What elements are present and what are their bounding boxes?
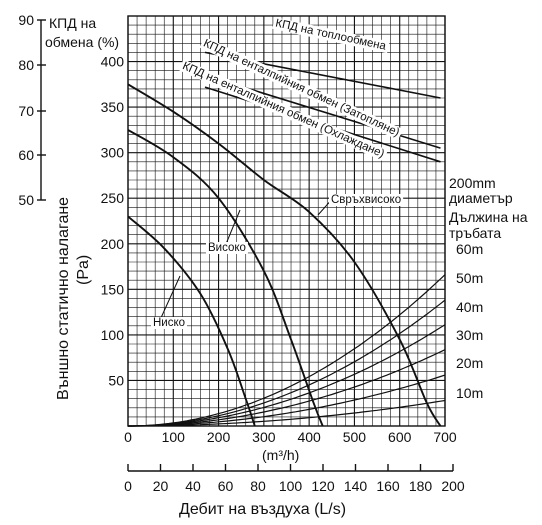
duct-curve xyxy=(128,299,446,427)
duct-length-line1: Дължина на xyxy=(449,209,528,225)
fan-curve-leader xyxy=(159,275,181,321)
duct-curve xyxy=(128,374,446,427)
x-tick-label-m3h: 700 xyxy=(433,429,457,445)
duct-diameter-line2: диаметър xyxy=(449,190,513,206)
eff-tick-label: 60 xyxy=(18,147,34,163)
y-tick-label-pa: 100 xyxy=(101,327,125,343)
duct-length-label: 60m xyxy=(456,241,483,257)
fan-curve xyxy=(127,215,256,427)
x-tick-label-m3h: 500 xyxy=(343,429,367,445)
fan-curve-label: Свръхвисоко xyxy=(331,194,401,206)
y-tick-label-pa: 250 xyxy=(101,190,125,206)
eff-tick-label: 70 xyxy=(18,103,34,119)
x-axis-unit-m3h: (m³/h) xyxy=(262,447,299,463)
duct-diameter-line1: 200mm xyxy=(449,175,496,191)
fan-label-bg xyxy=(329,194,404,206)
ls-tick-label: 100 xyxy=(279,478,303,494)
eff-axis-title-line1: КПД на xyxy=(49,15,96,31)
pa-axis-title-line1: Външно статично налагане xyxy=(55,197,72,400)
y-tick-label-pa: 150 xyxy=(101,281,125,297)
chart-curves xyxy=(127,51,446,427)
y-tick-label-pa: 200 xyxy=(101,236,125,252)
eff-axis-title-line2: обмена (%) xyxy=(45,34,119,50)
efficiency-label-bg xyxy=(178,59,388,162)
fan-curve-leader xyxy=(225,209,241,245)
ls-tick-label: 140 xyxy=(344,478,368,494)
duct-curve xyxy=(128,324,446,427)
x-tick-label-m3h: 400 xyxy=(297,429,321,445)
ls-tick-label: 160 xyxy=(376,478,400,494)
y-tick-label-pa: 400 xyxy=(101,54,125,70)
x-axis-title-ls: Дебит на въздуха (L/s) xyxy=(179,501,346,518)
x-tick-label-m3h: 600 xyxy=(388,429,412,445)
ls-tick-label: 120 xyxy=(311,478,335,494)
efficiency-label-bg xyxy=(199,36,404,141)
fan-label-bg xyxy=(206,242,248,254)
duct-length-label: 50m xyxy=(456,270,483,286)
ls-tick-label: 60 xyxy=(218,478,234,494)
y-tick-label-pa: 50 xyxy=(108,372,124,388)
fan-label-bg xyxy=(151,317,188,329)
efficiency-label-bg xyxy=(272,17,390,54)
duct-length-label: 40m xyxy=(456,299,483,315)
duct-length-label: 20m xyxy=(456,355,483,371)
eff-tick-label: 50 xyxy=(18,192,34,208)
ls-tick-label: 180 xyxy=(409,478,433,494)
ls-tick-label: 40 xyxy=(185,478,201,494)
duct-curve xyxy=(128,349,446,427)
duct-length-label: 30m xyxy=(456,327,483,343)
x-tick-label-m3h: 200 xyxy=(207,429,231,445)
x-tick-label-m3h: 100 xyxy=(162,429,186,445)
plot-frame xyxy=(127,15,446,427)
ls-tick-label: 200 xyxy=(441,478,465,494)
fan-curve-label: Високо xyxy=(208,242,246,254)
ls-tick-label: 80 xyxy=(250,478,266,494)
fan-curve xyxy=(127,83,442,427)
pa-axis-title-line2: (Pa) xyxy=(75,255,92,285)
eff-tick-label: 90 xyxy=(18,12,34,28)
x-tick-label-m3h: 0 xyxy=(124,429,132,445)
x-tick-label-m3h: 300 xyxy=(252,429,276,445)
fan-curve-label: Ниско xyxy=(153,317,185,329)
ls-tick-label: 0 xyxy=(124,478,132,494)
y-tick-label-pa: 350 xyxy=(101,99,125,115)
chart-axes xyxy=(37,15,454,472)
duct-length-line2: тръбата xyxy=(449,225,501,241)
duct-length-label: 10m xyxy=(456,385,483,401)
duct-curve xyxy=(128,274,446,427)
fan-curve xyxy=(127,129,324,427)
eff-tick-label: 80 xyxy=(18,57,34,73)
ls-tick-label: 20 xyxy=(153,478,169,494)
y-tick-label-pa: 300 xyxy=(101,145,125,161)
